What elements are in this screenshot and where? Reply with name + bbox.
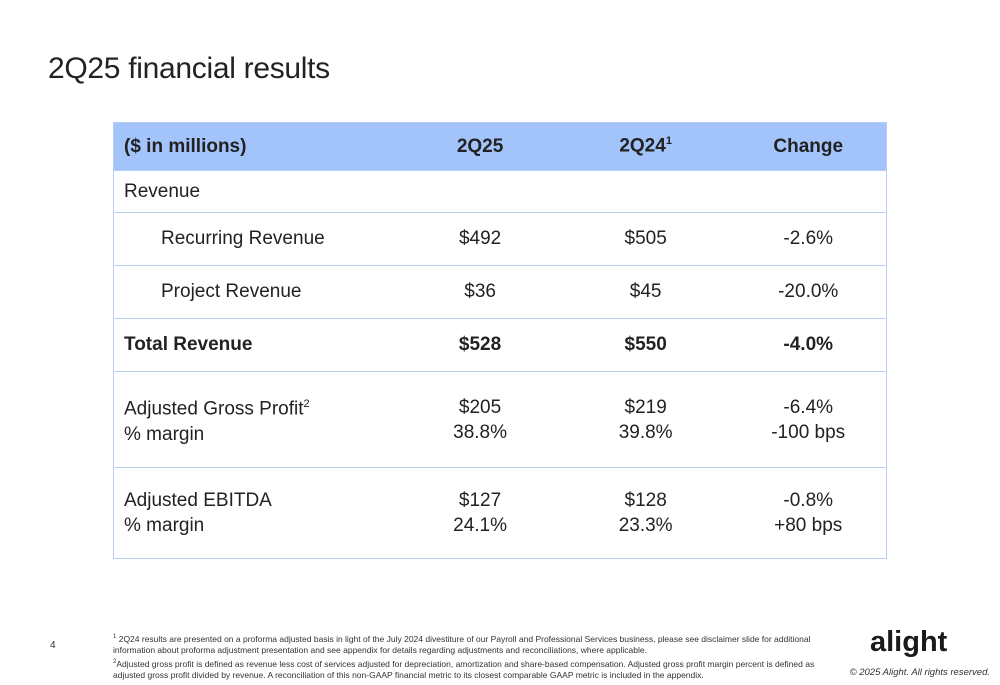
page-number: 4 (50, 640, 56, 651)
total-revenue-2q24: $550 (624, 334, 667, 355)
ebitda-margin-label: % margin (124, 515, 205, 536)
gross-profit-label: Adjusted Gross Profit2 (124, 398, 310, 420)
ebitda-change: -0.8% +80 bps (774, 490, 843, 536)
revenue-label: Revenue (124, 180, 201, 202)
alight-logo: alight (870, 626, 948, 658)
table-row: Recurring Revenue $492 $505 -2.6% (114, 213, 886, 266)
total-revenue-change: -4.0% (783, 334, 834, 355)
project-revenue-2q25: $36 (464, 281, 496, 302)
footnote-1: 1 2Q24 results are presented on a profor… (113, 633, 811, 656)
recurring-revenue-label: Recurring Revenue (161, 228, 325, 249)
alight-logo-text: alight (870, 626, 948, 658)
gross-profit-labels: Adjusted Gross Profit2 % margin (114, 392, 399, 446)
footnotes: 1 2Q24 results are presented on a profor… (113, 632, 843, 682)
table-row: Total Revenue $528 $550 -4.0% (114, 319, 886, 372)
financial-results-table: ($ in millions) 2Q25 2Q241 Change Revenu… (113, 122, 887, 559)
header-2q24: 2Q241 (619, 135, 672, 157)
page-title: 2Q25 financial results (48, 52, 330, 85)
recurring-revenue-2q24: $505 (624, 228, 667, 249)
ebitda-label: Adjusted EBITDA (124, 490, 272, 511)
ebitda-labels: Adjusted EBITDA % margin (114, 488, 399, 538)
gross-profit-2q25: $205 38.8% (453, 396, 507, 443)
project-revenue-change: -20.0% (778, 281, 839, 302)
table-row: Project Revenue $36 $45 -20.0% (114, 266, 886, 319)
gross-profit-margin-label: % margin (124, 423, 205, 445)
recurring-revenue-change: -2.6% (783, 228, 834, 249)
project-revenue-label: Project Revenue (161, 281, 302, 302)
total-revenue-2q25: $528 (458, 334, 502, 355)
total-revenue-label: Total Revenue (124, 334, 253, 355)
copyright-notice: © 2025 Alight. All rights reserved. (849, 667, 990, 678)
table-row: Adjusted Gross Profit2 % margin $205 38.… (114, 372, 886, 468)
project-revenue-2q24: $45 (629, 281, 662, 302)
recurring-revenue-2q25: $492 (458, 228, 502, 249)
header-label: ($ in millions) (124, 135, 247, 157)
header-2q25: 2Q25 (456, 135, 504, 157)
ebitda-2q24: $128 23.3% (618, 490, 673, 536)
ebitda-2q25: $127 24.1% (453, 490, 507, 536)
footnote-2: 2Adjusted gross profit is defined as rev… (113, 658, 815, 681)
table-header-row: ($ in millions) 2Q25 2Q241 Change (114, 123, 886, 171)
table-row: Adjusted EBITDA % margin $127 24.1% $128… (114, 468, 886, 558)
revenue-section-row: Revenue (114, 171, 886, 213)
gross-profit-2q24: $219 39.8% (618, 396, 673, 443)
header-change: Change (773, 135, 844, 157)
gross-profit-change: -6.4% -100 bps (771, 396, 846, 443)
